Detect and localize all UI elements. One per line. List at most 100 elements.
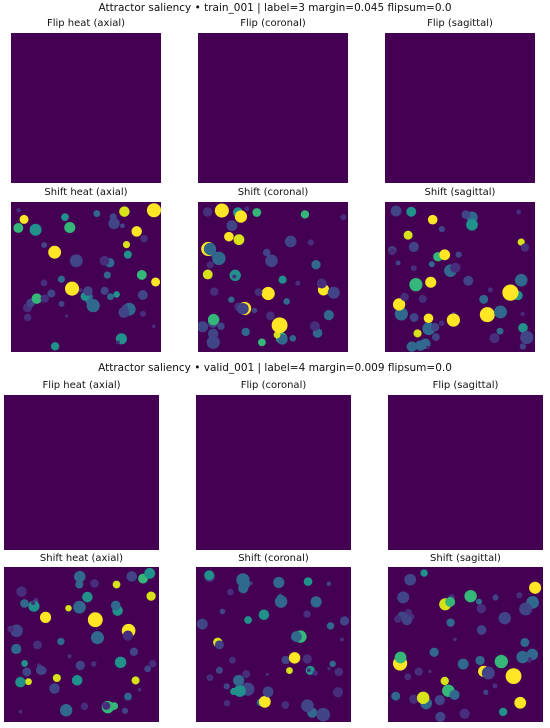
saliency-blob: [519, 343, 526, 350]
saliency-blob: [228, 296, 235, 303]
saliency-blob: [291, 631, 302, 643]
saliency-blob: [31, 600, 36, 605]
saliency-blob: [19, 214, 29, 224]
saliency-blob: [414, 667, 423, 676]
saliency-blob: [219, 608, 226, 615]
heatmap-canvas: [4, 567, 159, 722]
saliency-blob: [237, 302, 249, 315]
saliency-blob: [67, 654, 72, 659]
saliency-blob: [202, 269, 213, 280]
heatmap-background: [388, 395, 543, 550]
saliency-blob: [242, 670, 251, 679]
saliency-blob: [505, 668, 522, 685]
saliency-blob: [329, 660, 336, 668]
fig1-panel-title-flip-coronal: Flip (coronal): [240, 18, 306, 29]
saliency-blob: [121, 707, 129, 714]
saliency-blob: [29, 223, 42, 236]
saliency-blob: [233, 674, 245, 687]
heatmap-canvas: [385, 202, 535, 352]
saliency-blob: [206, 261, 214, 269]
saliency-blob: [302, 654, 312, 664]
saliency-blob: [498, 707, 508, 717]
fig1-panel-title-flip-sagittal: Flip (sagittal): [427, 18, 493, 29]
saliency-blob: [464, 589, 477, 603]
saliency-blob: [435, 711, 446, 722]
saliency-blob: [408, 241, 419, 252]
saliency-blob: [307, 239, 314, 246]
saliency-blob: [65, 281, 80, 296]
heatmap-canvas: [11, 202, 161, 352]
saliency-blob: [137, 687, 142, 692]
saliency-blob: [265, 672, 269, 676]
saliency-blob: [40, 279, 48, 287]
saliency-blob: [418, 295, 427, 304]
saliency-blob: [140, 310, 146, 317]
saliency-blob: [224, 231, 234, 242]
saliency-blob: [258, 609, 270, 621]
saliency-blob: [227, 588, 234, 596]
saliency-blob: [401, 614, 413, 626]
saliency-blob: [431, 333, 440, 341]
saliency-blob: [74, 570, 86, 583]
saliency-blob: [126, 571, 137, 582]
heatmap-background: [4, 567, 159, 722]
saliency-blob: [87, 612, 103, 628]
saliency-blob: [483, 689, 489, 695]
fig2-panel-title-flip-coronal: Flip (coronal): [240, 380, 307, 391]
saliency-blob: [100, 286, 109, 295]
saliency-blob: [404, 673, 412, 681]
saliency-blob: [144, 665, 152, 673]
saliency-blob: [300, 210, 310, 219]
saliency-blob: [453, 637, 457, 642]
saliency-blob: [492, 594, 499, 601]
saliency-blob: [310, 596, 322, 608]
saliency-blob: [262, 686, 274, 698]
saliency-blob: [49, 683, 60, 694]
saliency-blob: [23, 313, 32, 322]
saliency-blob: [102, 701, 111, 710]
saliency-blob: [69, 254, 83, 268]
saliency-blob: [119, 206, 130, 217]
saliency-blob: [59, 704, 73, 717]
saliency-blob: [64, 221, 76, 234]
saliency-blob: [16, 208, 21, 213]
saliency-blob: [340, 214, 347, 221]
saliency-blob: [288, 652, 301, 664]
saliency-blob: [251, 307, 258, 314]
saliency-blob: [295, 280, 301, 286]
saliency-blob: [459, 708, 470, 719]
saliency-blob: [390, 205, 402, 217]
saliency-blob: [332, 687, 344, 698]
saliency-blob: [277, 594, 284, 601]
saliency-blob: [273, 576, 285, 589]
saliency-blob: [520, 311, 525, 316]
saliency-blob: [215, 666, 223, 674]
saliency-blob: [498, 611, 511, 625]
saliency-blob: [455, 251, 462, 258]
saliency-blob: [326, 622, 335, 630]
saliency-blob: [289, 335, 297, 342]
saliency-blob: [434, 695, 445, 706]
saliency-blob: [21, 660, 29, 667]
saliency-blob: [25, 678, 32, 686]
saliency-blob: [7, 625, 14, 633]
saliency-blob: [334, 667, 344, 677]
fig1-flip-coronal-heatmap: [198, 33, 348, 183]
fig2-panel-title-shift-axial: Shift heat (axial): [39, 553, 124, 564]
saliency-blob: [416, 691, 430, 705]
heatmap-canvas: [196, 395, 351, 550]
saliency-blob: [99, 255, 110, 266]
saliency-blob: [236, 573, 250, 587]
saliency-blob: [303, 577, 313, 586]
fig2-shift-sagittal-heatmap: [388, 567, 543, 722]
saliency-blob: [48, 245, 62, 259]
saliency-blob: [404, 573, 417, 586]
saliency-blob: [428, 261, 435, 268]
saliency-blob: [409, 694, 419, 704]
saliency-blob: [388, 248, 396, 256]
figure-1-title: Attractor saliency • train_001 | label=3…: [98, 2, 452, 14]
saliency-blob: [252, 208, 262, 217]
saliency-blob: [244, 616, 252, 624]
saliency-blob: [136, 269, 147, 280]
saliency-blob: [516, 650, 529, 664]
